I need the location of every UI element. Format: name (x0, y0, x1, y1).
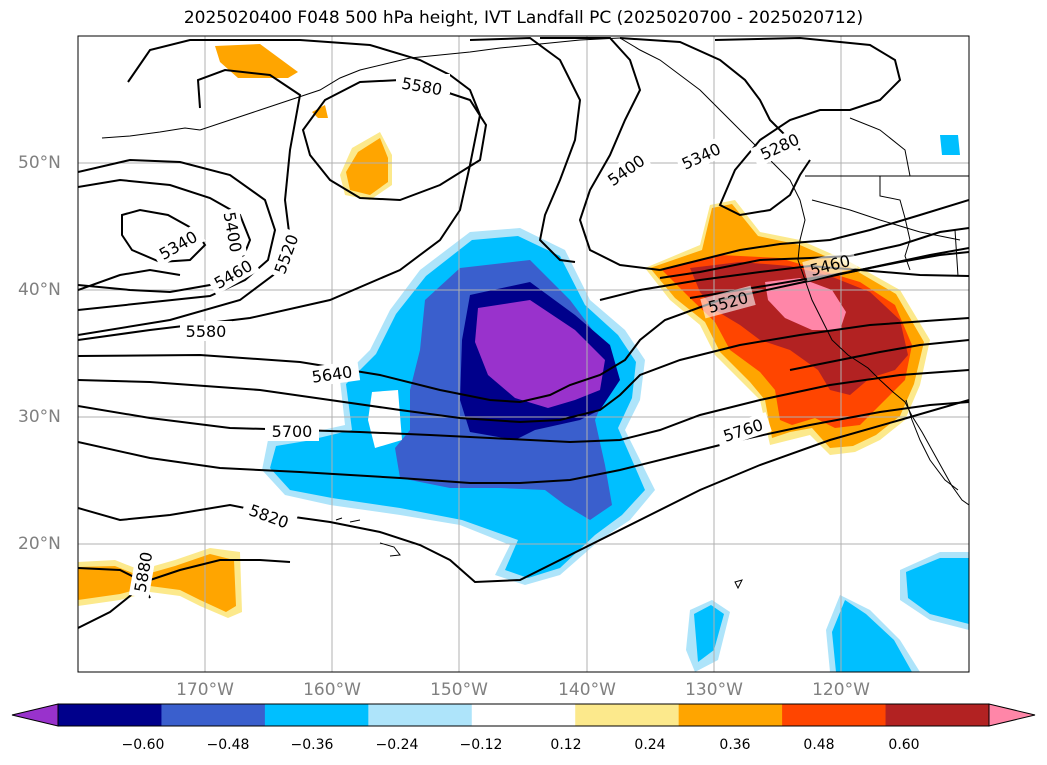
lon-label-140w: 140°W (558, 680, 616, 700)
colorbar-tick-label: −0.24 (375, 737, 419, 753)
lon-label-160w: 160°W (303, 680, 361, 700)
map-title: 2025020400 F048 500 hPa height, IVT Land… (183, 8, 864, 28)
colorbar-tick-label: 0.60 (888, 737, 920, 753)
colorbar-segment (575, 704, 680, 726)
contour-label-5580-west: 5580 (186, 322, 227, 341)
colorbar-tick-label: −0.12 (459, 737, 503, 753)
colorbar-segment (471, 704, 576, 726)
colorbar-segment (264, 704, 369, 726)
colorbar-segment (885, 704, 990, 726)
colorbar-segment (161, 704, 266, 726)
lat-label-40n: 40°N (18, 280, 61, 300)
colorbar-arrow-left (11, 703, 59, 727)
lat-label-30n: 30°N (18, 407, 61, 427)
colorbar-segment (678, 704, 783, 726)
colorbar-arrow-right (988, 703, 1036, 727)
lon-label-120w: 120°W (812, 680, 870, 700)
colorbar-tick-label: −0.36 (290, 737, 334, 753)
negative-pc-region (262, 135, 969, 672)
lon-label-130w: 130°W (685, 680, 743, 700)
lon-label-170w: 170°W (176, 680, 234, 700)
colorbar-segment (368, 704, 473, 726)
lat-label-20n: 20°N (18, 534, 61, 554)
colorbar-tick-label: 0.48 (803, 737, 835, 753)
height-contours (78, 36, 969, 629)
lon-label-150w: 150°W (430, 680, 488, 700)
colorbar-tick-label: 0.12 (550, 737, 582, 753)
colorbar-frame (57, 703, 990, 727)
contour-label-5700: 5700 (272, 422, 313, 441)
colorbar-tick-label: −0.60 (121, 737, 165, 753)
colorbar-segment (58, 704, 162, 726)
colorbar-segments (58, 704, 990, 726)
gridlines (78, 36, 969, 672)
colorbar-segment (782, 704, 887, 726)
colorbar-tick-label: 0.24 (634, 737, 666, 753)
colorbar-tick-label: −0.48 (206, 737, 250, 753)
plot-frame (77, 35, 970, 673)
lat-label-50n: 50°N (18, 153, 61, 173)
colorbar (11, 703, 1036, 727)
colorbar-tick-label: 0.36 (719, 737, 751, 753)
